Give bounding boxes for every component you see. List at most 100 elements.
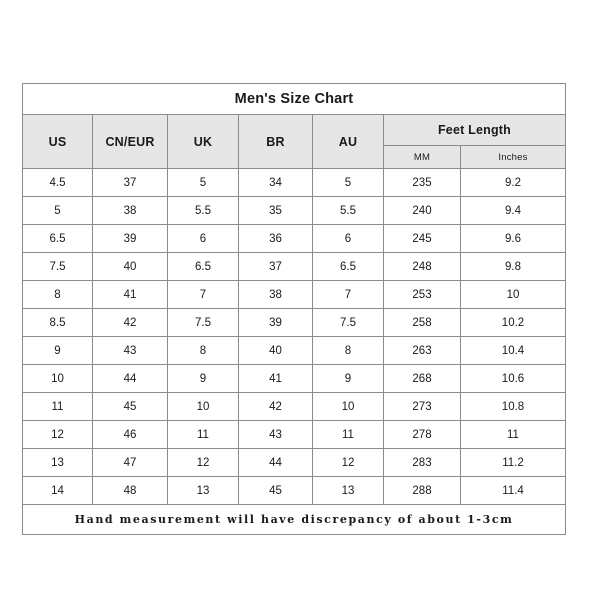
cell-br: 36 [238,224,313,253]
cell-uk: 5.5 [167,196,239,225]
table-row: 9 43 8 40 8 263 10.4 [22,336,566,365]
cell-us: 8.5 [22,308,93,337]
cell-inches: 11.4 [460,476,566,505]
cell-br: 35 [238,196,313,225]
table-row: 14 48 13 45 13 288 11.4 [22,476,566,505]
cell-cn_eur: 37 [92,168,168,197]
cell-inches: 9.6 [460,224,566,253]
table-row: 11 45 10 42 10 273 10.8 [22,392,566,421]
cell-mm: 253 [383,280,461,309]
cell-cn_eur: 40 [92,252,168,281]
cell-uk: 7 [167,280,239,309]
table-header: Men's Size Chart US CN/EUR UK BR AU Feet… [22,83,566,169]
table-row: 8 41 7 38 7 253 10 [22,280,566,309]
cell-cn_eur: 44 [92,364,168,393]
title-row: Men's Size Chart [22,83,566,115]
cell-mm: 288 [383,476,461,505]
cell-au: 11 [312,420,384,449]
cell-au: 7 [312,280,384,309]
cell-mm: 248 [383,252,461,281]
cell-uk: 9 [167,364,239,393]
table-row: 5 38 5.5 35 5.5 240 9.4 [22,196,566,225]
cell-br: 45 [238,476,313,505]
header-row-main: US CN/EUR UK BR AU Feet Length [22,114,566,169]
cell-uk: 13 [167,476,239,505]
cell-br: 40 [238,336,313,365]
cell-mm: 263 [383,336,461,365]
cell-us: 11 [22,392,93,421]
column-header-inches: Inches [460,145,566,169]
cell-mm: 283 [383,448,461,477]
cell-au: 6.5 [312,252,384,281]
cell-mm: 268 [383,364,461,393]
cell-cn_eur: 38 [92,196,168,225]
column-header-mm: MM [383,145,461,169]
cell-au: 13 [312,476,384,505]
table-row: 7.5 40 6.5 37 6.5 248 9.8 [22,252,566,281]
cell-inches: 10.8 [460,392,566,421]
cell-au: 5 [312,168,384,197]
cell-cn_eur: 43 [92,336,168,365]
cell-inches: 10 [460,280,566,309]
cell-uk: 5 [167,168,239,197]
cell-br: 44 [238,448,313,477]
cell-mm: 258 [383,308,461,337]
cell-br: 42 [238,392,313,421]
footer-note: Hand measurement will have discrepancy o… [22,504,566,535]
cell-us: 12 [22,420,93,449]
cell-uk: 7.5 [167,308,239,337]
cell-au: 9 [312,364,384,393]
column-header-br: BR [238,114,313,169]
column-header-au: AU [312,114,384,169]
cell-cn_eur: 48 [92,476,168,505]
cell-br: 37 [238,252,313,281]
cell-uk: 6.5 [167,252,239,281]
cell-us: 5 [22,196,93,225]
cell-inches: 10.4 [460,336,566,365]
cell-mm: 278 [383,420,461,449]
cell-br: 34 [238,168,313,197]
table-row: 10 44 9 41 9 268 10.6 [22,364,566,393]
cell-inches: 11.2 [460,448,566,477]
cell-uk: 8 [167,336,239,365]
cell-au: 6 [312,224,384,253]
cell-cn_eur: 47 [92,448,168,477]
table-row: 12 46 11 43 11 278 11 [22,420,566,449]
footer-note-row: Hand measurement will have discrepancy o… [22,504,566,535]
size-chart-table: Men's Size Chart US CN/EUR UK BR AU Feet… [22,83,566,535]
cell-us: 7.5 [22,252,93,281]
cell-inches: 9.4 [460,196,566,225]
chart-title: Men's Size Chart [22,83,566,115]
cell-au: 10 [312,392,384,421]
table-row: 13 47 12 44 12 283 11.2 [22,448,566,477]
cell-uk: 6 [167,224,239,253]
cell-au: 5.5 [312,196,384,225]
cell-mm: 245 [383,224,461,253]
cell-uk: 12 [167,448,239,477]
cell-us: 8 [22,280,93,309]
cell-us: 13 [22,448,93,477]
cell-au: 7.5 [312,308,384,337]
cell-cn_eur: 42 [92,308,168,337]
cell-uk: 10 [167,392,239,421]
cell-inches: 10.6 [460,364,566,393]
cell-cn_eur: 39 [92,224,168,253]
cell-inches: 9.2 [460,168,566,197]
table-footer: Hand measurement will have discrepancy o… [22,504,566,535]
cell-inches: 10.2 [460,308,566,337]
column-header-us: US [22,114,93,169]
cell-cn_eur: 46 [92,420,168,449]
column-header-uk: UK [167,114,239,169]
cell-au: 12 [312,448,384,477]
cell-mm: 235 [383,168,461,197]
cell-br: 38 [238,280,313,309]
column-header-cn-eur: CN/EUR [92,114,168,169]
column-group-header-feet-length: Feet Length [383,114,566,146]
cell-us: 6.5 [22,224,93,253]
cell-inches: 9.8 [460,252,566,281]
table-body: 4.5 37 5 34 5 235 9.2 5 38 5.5 35 5.5 240 9.4 6.5 39 6 36… [22,168,566,505]
cell-uk: 11 [167,420,239,449]
cell-us: 9 [22,336,93,365]
cell-us: 14 [22,476,93,505]
